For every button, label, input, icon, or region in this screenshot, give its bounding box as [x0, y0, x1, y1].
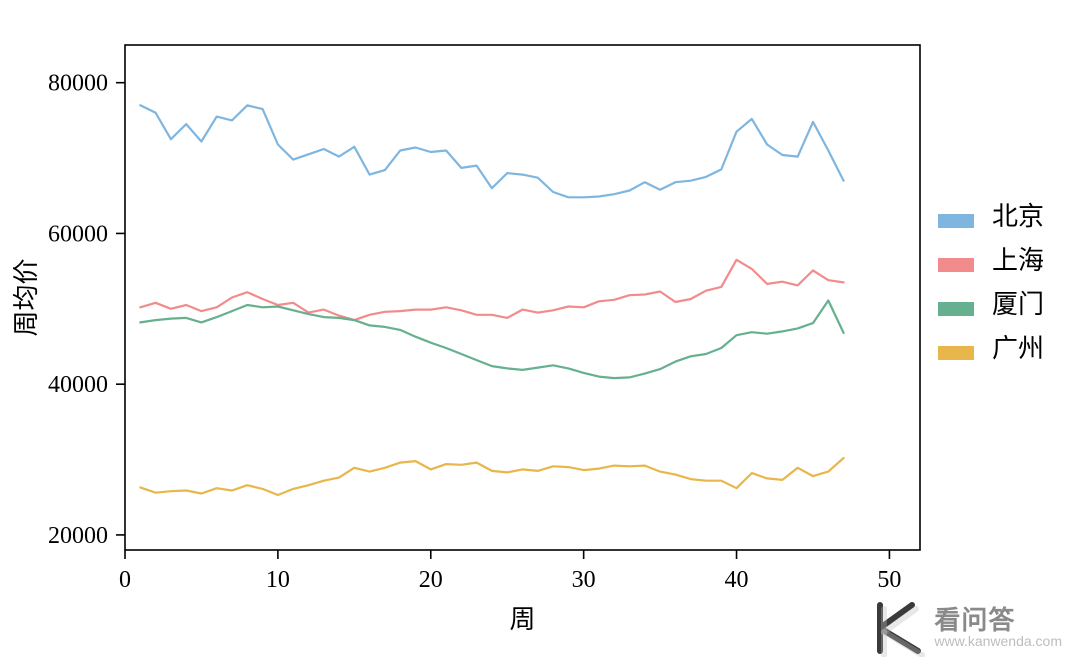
- legend-swatch: [938, 346, 974, 360]
- x-tick-label: 50: [877, 567, 901, 593]
- legend-label: 厦门: [992, 290, 1044, 319]
- y-tick-label: 20000: [48, 523, 108, 549]
- y-tick-label: 80000: [48, 71, 108, 97]
- legend-label: 上海: [992, 246, 1044, 275]
- x-tick-label: 40: [725, 567, 749, 593]
- series-line: [140, 105, 843, 197]
- watermark-url: www.kanwenda.com: [934, 634, 1062, 649]
- series-line: [140, 260, 843, 320]
- series-line: [140, 458, 843, 495]
- y-axis-label: 周均价: [12, 258, 41, 336]
- x-tick-label: 20: [419, 567, 443, 593]
- x-tick-label: 30: [572, 567, 596, 593]
- legend-swatch: [938, 258, 974, 272]
- line-chart: 0 10 20 30 40 50 20000 40000 60000 80000 周 周均价 北京上海厦…: [0, 0, 1080, 667]
- x-tick-label: 0: [119, 567, 131, 593]
- watermark-logo-icon: [868, 599, 926, 657]
- x-tick-label: 10: [266, 567, 290, 593]
- watermark: 看问答 www.kanwenda.com: [868, 599, 1062, 657]
- chart-container: 0 10 20 30 40 50 20000 40000 60000 80000 周 周均价 北京上海厦…: [0, 0, 1080, 667]
- plot-frame: [125, 45, 920, 550]
- legend-label: 北京: [992, 202, 1044, 231]
- legend-swatch: [938, 214, 974, 228]
- legend-label: 广州: [992, 334, 1044, 363]
- y-tick-label: 40000: [48, 372, 108, 398]
- watermark-title: 看问答: [934, 607, 1062, 634]
- y-tick-label: 60000: [48, 221, 108, 247]
- series-line: [140, 301, 843, 379]
- legend-swatch: [938, 302, 974, 316]
- x-axis-label: 周: [509, 605, 535, 634]
